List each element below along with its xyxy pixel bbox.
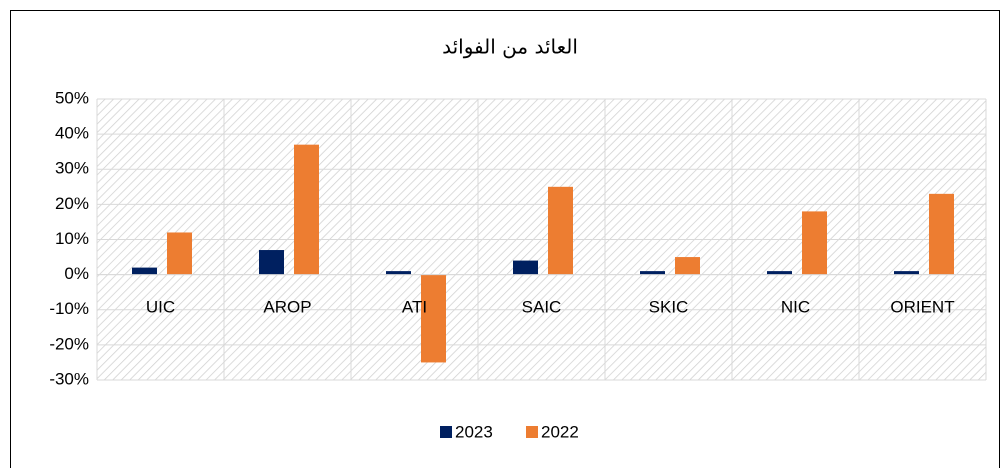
x-tick-label: AROP <box>263 297 311 316</box>
legend-label: 2022 <box>541 422 579 441</box>
bar <box>294 144 319 275</box>
x-tick-label: ORIENT <box>890 297 954 316</box>
legend-swatch <box>526 426 538 438</box>
y-tick-label: 0% <box>64 264 89 283</box>
bar <box>548 186 573 275</box>
y-tick-label: 50% <box>55 88 89 107</box>
chart-title: العائد من الفوائد <box>442 35 578 59</box>
bar <box>640 271 665 275</box>
y-tick-label: 40% <box>55 124 89 143</box>
y-tick-label: -20% <box>49 334 89 353</box>
bar <box>386 271 411 275</box>
bar <box>513 260 538 275</box>
x-tick-label: SKIC <box>649 297 689 316</box>
bar <box>167 232 192 275</box>
x-tick-label: ATI <box>402 297 427 316</box>
bar <box>132 267 157 275</box>
bar <box>767 271 792 275</box>
bar <box>894 271 919 275</box>
bar <box>675 257 700 275</box>
bar <box>929 193 954 275</box>
y-tick-label: 20% <box>55 194 89 213</box>
chart-border <box>10 10 1000 468</box>
x-tick-label: SAIC <box>522 297 562 316</box>
bar <box>421 274 446 363</box>
x-tick-label: UIC <box>146 297 175 316</box>
y-tick-label: -30% <box>49 369 89 388</box>
y-tick-label: 10% <box>55 229 89 248</box>
bar <box>259 250 284 275</box>
y-tick-label: -10% <box>49 299 89 318</box>
bar <box>802 211 827 275</box>
legend-label: 2023 <box>455 422 493 441</box>
y-tick-label: 30% <box>55 159 89 178</box>
legend-swatch <box>440 426 452 438</box>
x-tick-label: NIC <box>781 297 810 316</box>
